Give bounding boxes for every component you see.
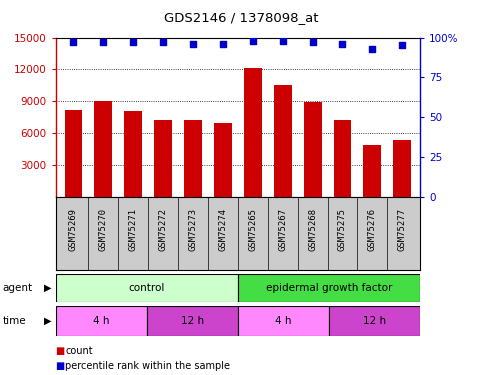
Text: GSM75272: GSM75272 <box>158 208 168 251</box>
Text: epidermal growth factor: epidermal growth factor <box>266 283 392 293</box>
Text: GSM75269: GSM75269 <box>69 208 78 251</box>
Text: GSM75276: GSM75276 <box>368 208 377 251</box>
Text: GSM75274: GSM75274 <box>218 208 227 251</box>
Text: percentile rank within the sample: percentile rank within the sample <box>65 361 230 370</box>
Text: 12 h: 12 h <box>363 316 386 326</box>
Text: GDS2146 / 1378098_at: GDS2146 / 1378098_at <box>164 11 319 24</box>
Text: 4 h: 4 h <box>93 316 109 326</box>
Bar <box>124 111 142 197</box>
Point <box>159 39 167 45</box>
Point <box>99 39 107 45</box>
Bar <box>329 306 420 336</box>
Bar <box>304 102 322 197</box>
Text: 4 h: 4 h <box>275 316 292 326</box>
Point <box>249 38 256 44</box>
Point <box>189 41 197 47</box>
Point <box>398 42 406 48</box>
Bar <box>184 120 202 197</box>
Text: agent: agent <box>2 283 32 293</box>
Bar <box>244 68 262 197</box>
Text: GSM75268: GSM75268 <box>308 208 317 251</box>
Bar <box>65 110 83 197</box>
Text: GSM75270: GSM75270 <box>99 208 108 251</box>
Text: GSM75267: GSM75267 <box>278 208 287 251</box>
Bar <box>94 101 113 197</box>
Text: 12 h: 12 h <box>181 316 204 326</box>
Point <box>70 39 77 45</box>
Text: ▶: ▶ <box>43 316 51 326</box>
Text: ▶: ▶ <box>43 283 51 293</box>
Bar <box>56 306 147 336</box>
Bar <box>334 120 352 197</box>
Text: GSM75275: GSM75275 <box>338 208 347 251</box>
Point <box>129 39 137 45</box>
Text: GSM75271: GSM75271 <box>129 208 138 251</box>
Text: control: control <box>128 283 165 293</box>
Bar <box>214 123 232 197</box>
Bar <box>154 120 172 197</box>
Bar <box>393 140 411 197</box>
Point <box>369 46 376 52</box>
Text: time: time <box>2 316 26 326</box>
Text: ■: ■ <box>56 361 65 370</box>
Text: GSM75273: GSM75273 <box>188 208 198 251</box>
Text: GSM75265: GSM75265 <box>248 208 257 251</box>
Bar <box>363 145 382 197</box>
Text: count: count <box>65 346 93 355</box>
Text: ■: ■ <box>56 346 65 355</box>
Point <box>339 41 346 47</box>
Point <box>309 39 316 45</box>
Point <box>279 38 286 44</box>
Bar <box>147 306 238 336</box>
Bar <box>56 274 238 302</box>
Bar <box>238 306 329 336</box>
Bar <box>238 274 420 302</box>
Bar <box>274 86 292 197</box>
Point <box>219 41 227 47</box>
Text: GSM75277: GSM75277 <box>398 208 407 251</box>
